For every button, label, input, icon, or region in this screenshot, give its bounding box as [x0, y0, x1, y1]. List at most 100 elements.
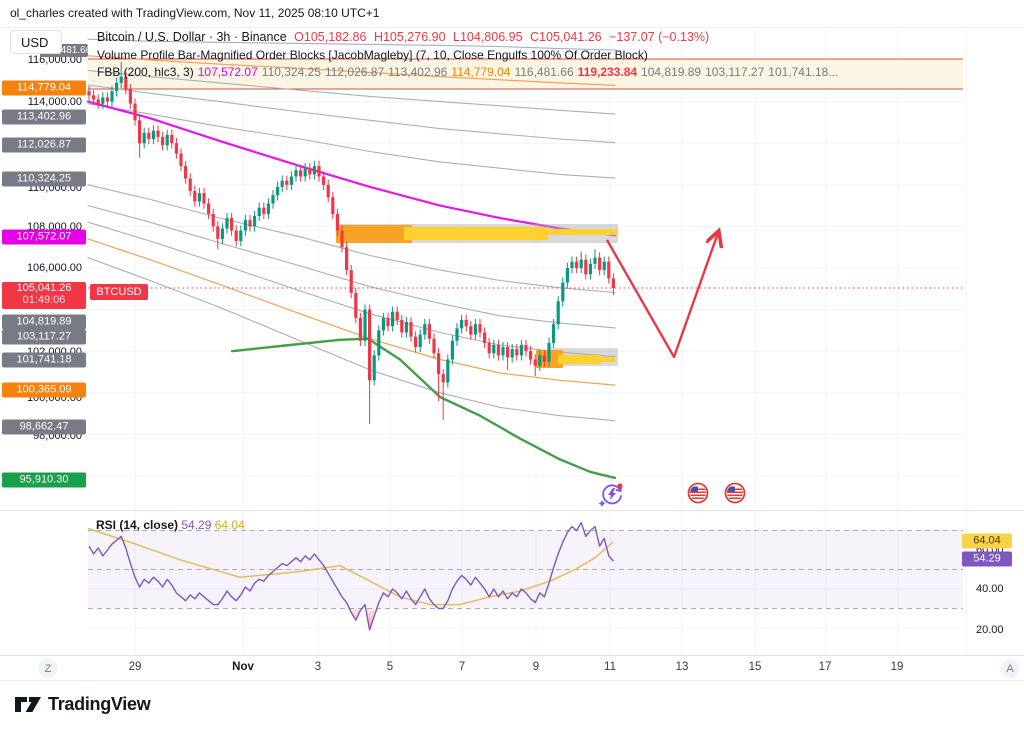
indicator-title: Volume Profile Bar-Magnified Order Block… [97, 48, 648, 62]
order-block [558, 355, 601, 364]
fbb-value: 107,572.07 [197, 65, 258, 79]
us-flag-event-icon[interactable] [724, 482, 746, 504]
price-axis-badge: 100,365.09 [2, 382, 86, 398]
candle-body [174, 143, 178, 154]
candle-body [372, 355, 376, 381]
candle-body [533, 359, 537, 366]
symbol-legend-row[interactable]: Bitcoin / U.S. Dollar · 3h · Binance O10… [97, 30, 713, 44]
candle-body [211, 213, 215, 227]
candle-body [363, 309, 367, 341]
candle-body [395, 311, 399, 320]
candle-body [257, 207, 261, 216]
price-axis-badge: 114,779.04 [2, 80, 86, 96]
candle-body [165, 134, 169, 146]
candle-body [386, 317, 390, 327]
fbb-value: 113,402.96 [388, 65, 448, 79]
rsi-ma-line [87, 527, 614, 606]
fbb-value: 116,481.66 [514, 65, 574, 79]
current-price-value: 105,041.26 [16, 282, 72, 294]
order-block [598, 357, 615, 362]
time-axis-tick: 7 [458, 661, 466, 673]
chart-top-border [0, 27, 1024, 28]
fbb-values: 107,572.07 110,324.25 112,026.87 113,402.96… [198, 65, 843, 79]
fbb-lower-1-line [87, 184, 616, 294]
time-axis-tick: 29 [128, 661, 142, 673]
rsi-line [88, 522, 614, 631]
indicator-legend-row[interactable]: Volume Profile Bar-Magnified Order Block… [97, 48, 652, 62]
currency-selector-button[interactable]: USD [10, 30, 62, 54]
candle-body [280, 180, 284, 187]
candle-body [276, 186, 280, 196]
candle-body [331, 197, 335, 214]
candle-body [524, 344, 528, 352]
time-axis[interactable]: Z 29 Nov 3 5 7 9 11 13 15 17 19 A [0, 655, 1024, 681]
adjust-scale-button[interactable]: A [1000, 659, 1020, 678]
fbb-legend-row[interactable]: FBB (200, hlc3, 3) 107,572.07 110,324.25 11… [97, 65, 846, 79]
fbb-upper-6-line [87, 38, 616, 51]
candle-body [92, 95, 96, 100]
candle-body [552, 324, 556, 343]
candle-body [354, 292, 358, 318]
candle-body [483, 332, 487, 343]
candle-body [87, 91, 91, 96]
candle-body [427, 324, 431, 339]
price-axis-badge: 113,402.96 [2, 109, 86, 125]
fbb-upper-2-line [87, 103, 616, 179]
projection-arrow [605, 233, 718, 359]
candle-body [101, 97, 105, 104]
candle-body [161, 136, 165, 146]
rsi-legend-row[interactable]: RSI (14, close) 54.29 64.04 [96, 518, 245, 532]
fbb-value: 112,026.87 [324, 65, 385, 79]
us-flag-event-icon[interactable] [687, 482, 709, 504]
time-axis-tick: 15 [748, 661, 762, 673]
order-block [336, 225, 412, 243]
fbb-value: 114,779.04 [451, 65, 511, 79]
candle-body [358, 317, 362, 341]
candle-body [119, 76, 123, 83]
candle-body [455, 328, 459, 341]
tradingview-logo[interactable]: TradingView [14, 694, 151, 715]
candle-body [216, 226, 220, 239]
candle-body [124, 76, 128, 90]
time-axis-tick: 9 [532, 661, 540, 673]
candle-body [492, 344, 496, 354]
time-axis-tick: 11 [604, 661, 616, 673]
candle-body [156, 130, 160, 137]
fbb-value: 103,117.27 [705, 65, 765, 79]
candle-body [450, 340, 454, 360]
price-axis-badge: 112,026.87 [2, 137, 86, 153]
candle-body [501, 347, 505, 356]
candle-body [345, 247, 349, 271]
currency-label: USD [21, 34, 49, 50]
ohlc-low-label: L [453, 30, 460, 44]
economic-events-refresh-icon[interactable] [598, 483, 623, 507]
candle-body [602, 261, 606, 271]
current-price-badge: 105,041.26 01:49:06 [2, 282, 86, 309]
candle-body [588, 263, 592, 275]
candle-body [317, 166, 321, 177]
candle-body [253, 216, 257, 227]
tradingview-logo-mark [15, 696, 41, 712]
candle-body [299, 170, 303, 177]
ohlc-low-value: 104,806.95 [459, 30, 523, 44]
candle-body [565, 268, 569, 283]
candle-body [308, 168, 312, 175]
candle-body [142, 132, 146, 144]
candle-body [294, 170, 298, 177]
fbb-value: 110,324.25 [261, 65, 321, 79]
candle-body [515, 349, 519, 356]
order-block [404, 227, 548, 240]
ohlc-open-label: O [294, 30, 304, 44]
timezone-button[interactable]: Z [38, 659, 58, 678]
candle-body [262, 207, 266, 214]
candle-body [151, 130, 155, 140]
rsi-axis-badge: 64.04 [962, 533, 1012, 549]
ohlc-close-value: 105,041.26 [539, 30, 602, 44]
candle-body [570, 261, 574, 268]
candle-body [289, 176, 293, 185]
price-axis-label: 116,000.00 [27, 54, 82, 66]
candle-body [506, 347, 510, 358]
candle-body [138, 120, 142, 144]
time-axis-tick: 17 [818, 661, 832, 673]
